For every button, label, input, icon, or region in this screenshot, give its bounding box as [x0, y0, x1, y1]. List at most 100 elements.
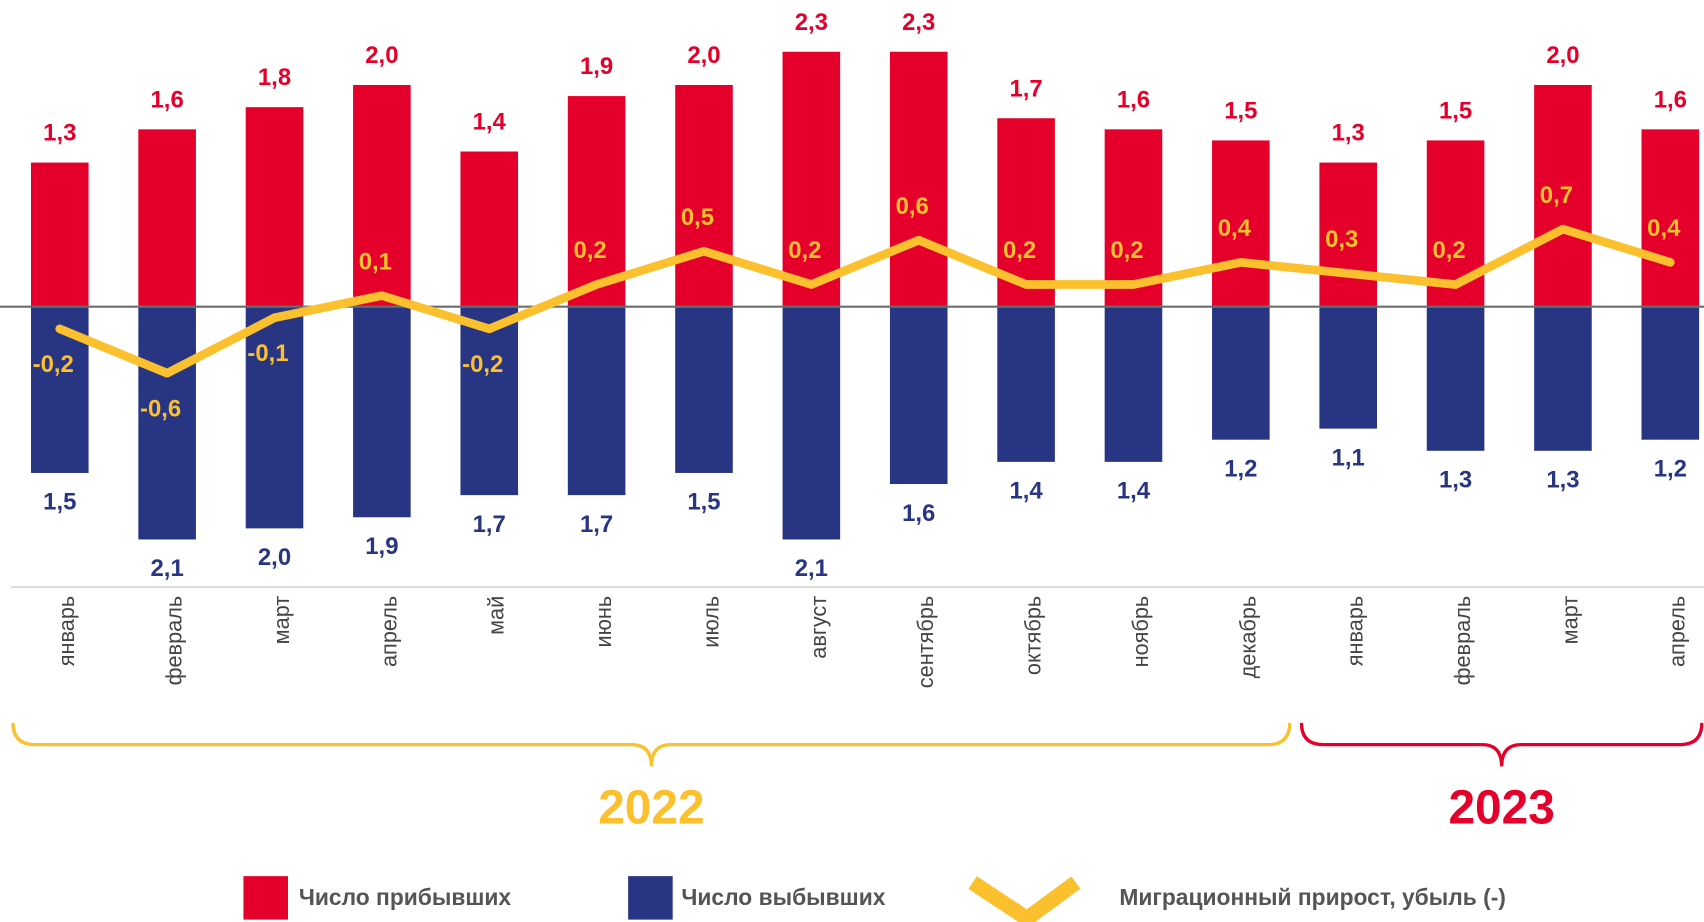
line-data-label: -0,2	[462, 351, 503, 378]
legend-swatch	[628, 876, 673, 920]
year-brace	[11, 722, 1292, 767]
bar	[1319, 306, 1378, 429]
bar	[353, 84, 411, 307]
bar	[460, 306, 519, 496]
x-tick-label: март	[269, 596, 294, 645]
line-data-label: 0,2	[1432, 237, 1465, 264]
year-label: 2022	[598, 782, 704, 835]
data-label: 1,6	[1117, 86, 1150, 113]
x-tick-label: апрель	[1665, 596, 1690, 667]
legend-label: Миграционный прирост, убыль (-)	[1119, 884, 1506, 910]
data-label: 1,6	[1654, 86, 1687, 113]
line-data-label: 0,2	[1003, 237, 1036, 264]
line-data-label: 0,2	[573, 237, 606, 264]
bar	[460, 151, 519, 307]
data-label: 1,9	[365, 533, 398, 560]
line-data-label: 0,2	[788, 237, 821, 264]
bar	[1641, 306, 1700, 440]
x-tick-label: октябрь	[1021, 596, 1046, 675]
bar	[675, 306, 733, 473]
bar	[1534, 306, 1592, 451]
bar	[1104, 306, 1163, 462]
bar	[1319, 162, 1378, 307]
bar	[782, 51, 841, 307]
line-data-label: 0,2	[1110, 237, 1143, 264]
line-data-label: -0,6	[140, 395, 181, 422]
data-label: 1,7	[580, 511, 613, 538]
bar	[889, 306, 948, 485]
x-tick-label: март	[1557, 596, 1582, 645]
bar	[30, 162, 89, 307]
line-data-label: 0,4	[1647, 215, 1681, 242]
data-label: 1,9	[580, 53, 613, 80]
data-label: 1,5	[43, 489, 76, 516]
x-tick-label: июль	[698, 596, 723, 648]
data-label: 1,7	[1009, 75, 1042, 102]
data-label: 1,2	[1224, 455, 1257, 482]
line	[55, 224, 1675, 378]
x-tick-label: апрель	[376, 596, 401, 667]
legend-label: Число выбывших	[681, 884, 885, 910]
bar	[138, 306, 196, 540]
line-data-label: 0,4	[1218, 215, 1252, 242]
bar	[1534, 84, 1592, 307]
data-label: 1,3	[1332, 120, 1365, 147]
legend-label: Число прибывших	[299, 884, 512, 910]
data-label: 1,4	[1009, 478, 1043, 505]
data-label: 2,0	[687, 42, 720, 69]
year-label: 2023	[1448, 782, 1554, 835]
bar	[138, 129, 196, 307]
line-data-label: -0,1	[247, 340, 288, 367]
data-label: 2,3	[795, 9, 828, 36]
data-label: 1,4	[473, 109, 507, 136]
bar	[889, 51, 948, 307]
x-tick-label: январь	[1343, 596, 1368, 667]
data-label: 1,8	[258, 64, 291, 91]
data-label: 1,2	[1654, 455, 1687, 482]
x-tick-label: январь	[54, 596, 79, 667]
line-data-label: 0,7	[1540, 182, 1573, 209]
x-tick-label: декабрь	[1235, 596, 1260, 679]
line-data-label: -0,2	[33, 351, 74, 378]
x-tick-label: ноябрь	[1128, 596, 1153, 668]
line-data-label: 0,1	[359, 248, 392, 275]
legend-swatch	[243, 876, 288, 920]
legend-swatch	[968, 876, 1081, 922]
bar	[1641, 129, 1700, 307]
line-data-label: 0,3	[1325, 226, 1358, 253]
bar	[1212, 306, 1270, 440]
data-label: 1,7	[473, 511, 506, 538]
x-tick-label: сентябрь	[913, 596, 938, 688]
x-tick-label: февраль	[1450, 596, 1475, 686]
bar	[567, 96, 626, 307]
data-label: 1,6	[902, 500, 935, 527]
data-label: 2,0	[1546, 42, 1579, 69]
bar	[245, 306, 304, 529]
data-label: 1,5	[687, 489, 720, 516]
bar	[782, 306, 841, 540]
data-label: 2,0	[258, 544, 291, 571]
data-label: 1,6	[151, 86, 184, 113]
bar	[567, 306, 626, 496]
line-data-label: 0,6	[896, 193, 929, 220]
bar	[1426, 306, 1485, 451]
data-label: 1,3	[1546, 467, 1579, 494]
x-tick-label: июнь	[591, 596, 616, 648]
data-label: 2,1	[151, 555, 184, 582]
bar	[353, 306, 411, 518]
bar	[1212, 140, 1270, 307]
data-label: 2,3	[902, 9, 935, 36]
data-label: 1,3	[43, 120, 76, 147]
bar	[675, 84, 733, 307]
data-label: 1,5	[1439, 97, 1472, 124]
x-tick-label: февраль	[162, 596, 187, 686]
x-tick-label: август	[806, 596, 831, 659]
data-label: 1,4	[1117, 478, 1151, 505]
bar	[245, 107, 304, 307]
data-label: 1,3	[1439, 467, 1472, 494]
bar	[997, 306, 1055, 462]
x-tick-label: май	[484, 596, 509, 635]
line-data-label: 0,5	[681, 204, 714, 231]
data-label: 1,5	[1224, 97, 1257, 124]
